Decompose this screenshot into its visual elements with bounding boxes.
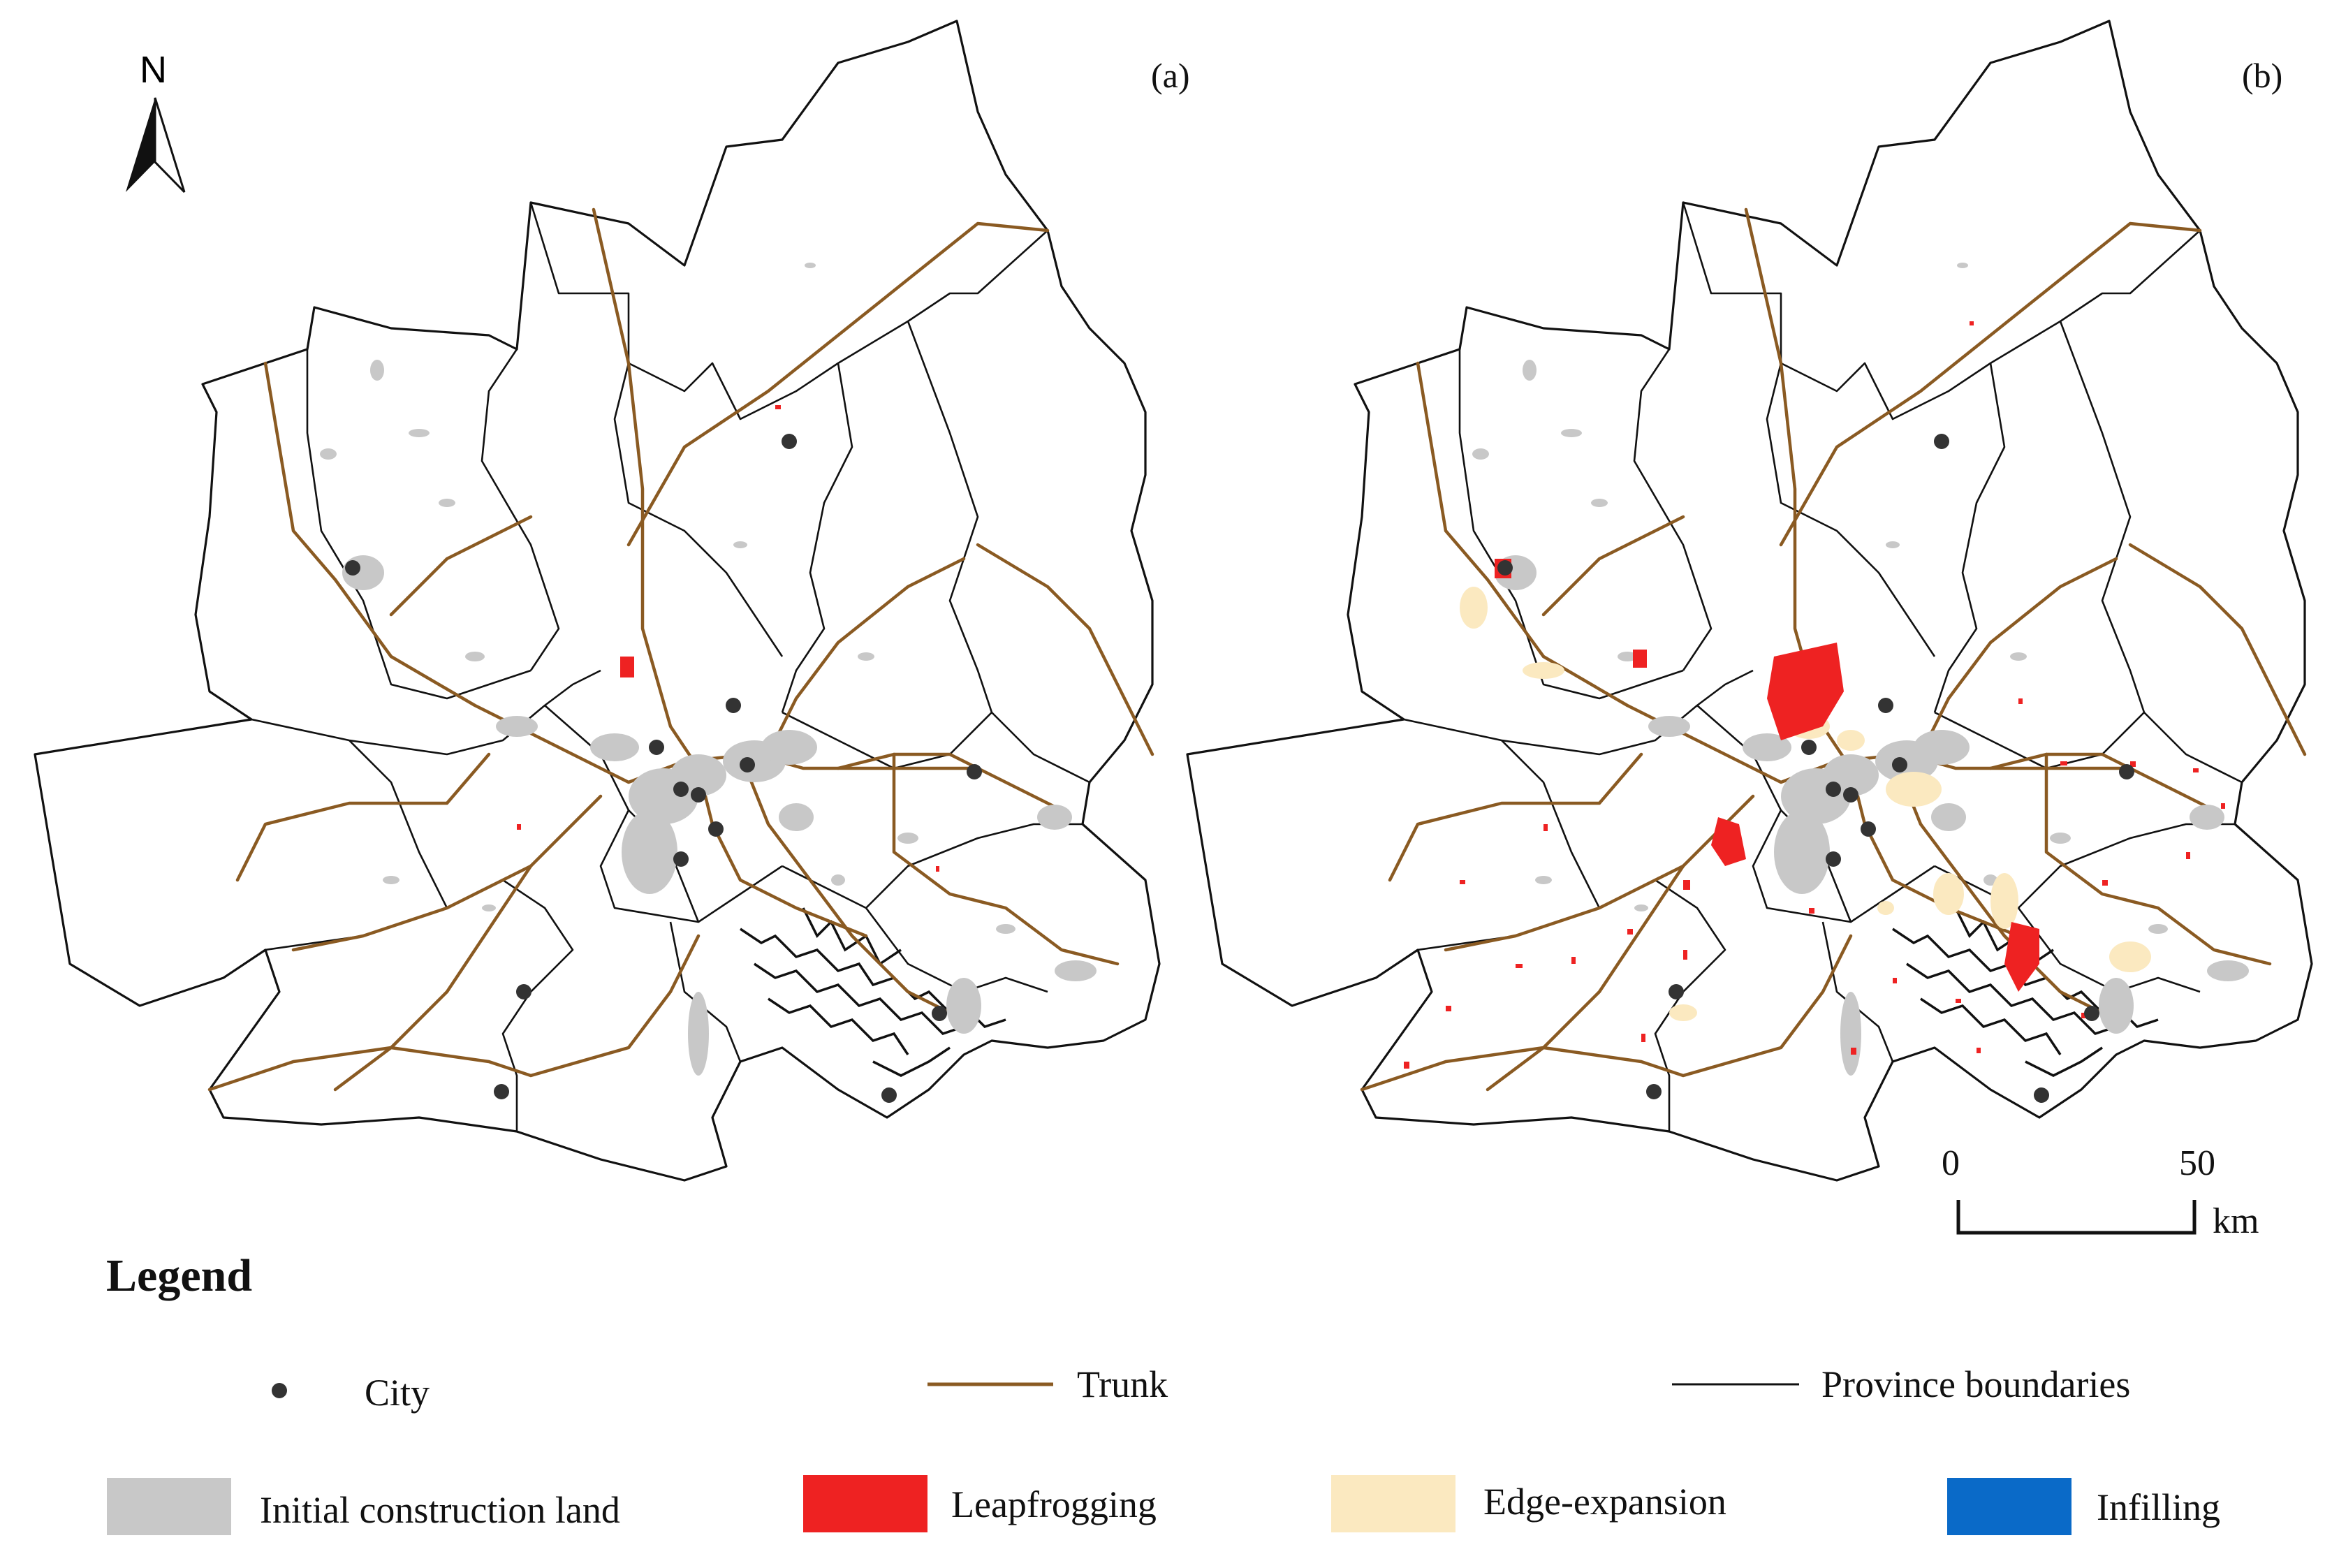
legend-item-initial-construction-land: Initial construction land: [260, 1489, 620, 1531]
legend-item-city: City: [365, 1372, 430, 1414]
legend-edge-expansion-swatch: [1331, 1475, 1455, 1532]
scale-end-label: 50: [2179, 1143, 2215, 1183]
legend: Legend City Trunk Province boundaries In…: [106, 1250, 2220, 1535]
legend-item-leapfrogging: Leapfrogging: [951, 1483, 1157, 1525]
leapfrogging-patches-a: [517, 405, 939, 872]
legend-title: Legend: [106, 1250, 252, 1301]
map-panel-a: [35, 21, 1159, 1180]
panel-label-b: (b): [2242, 56, 2282, 95]
legend-infilling-swatch: [1947, 1478, 2071, 1535]
legend-city-symbol: [272, 1383, 287, 1398]
scale-bar: 0 50 km: [1942, 1143, 2259, 1241]
city-dots-b: [1497, 434, 2134, 1103]
legend-leapfrogging-swatch: [803, 1475, 927, 1532]
legend-initial-swatch: [107, 1478, 231, 1535]
scale-unit-label: km: [2213, 1201, 2259, 1241]
legend-item-infilling: Infilling: [2097, 1486, 2220, 1528]
north-label: N: [140, 49, 167, 91]
legend-item-trunk: Trunk: [1077, 1363, 1168, 1405]
city-dots-a: [345, 434, 982, 1103]
north-arrow-icon: N: [126, 49, 186, 193]
legend-item-edge-expansion: Edge-expansion: [1483, 1481, 1726, 1523]
panel-label-a: (a): [1151, 56, 1190, 95]
edge-expansion-patches-b: [1460, 587, 2151, 1021]
legend-item-province-boundaries: Province boundaries: [1821, 1363, 2130, 1405]
map-panel-b: [1187, 21, 2312, 1180]
scale-start-label: 0: [1942, 1143, 1960, 1183]
